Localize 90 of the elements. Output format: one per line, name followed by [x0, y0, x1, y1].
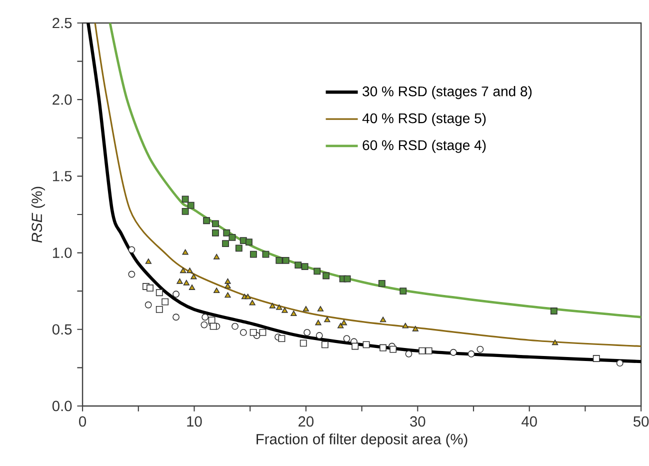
point: [282, 308, 288, 313]
point: [340, 320, 347, 326]
point: [380, 316, 386, 322]
point: [259, 328, 266, 336]
point: [186, 268, 193, 274]
point: [450, 348, 457, 356]
point: [262, 250, 270, 258]
point: [344, 275, 351, 282]
point: [338, 322, 344, 328]
point: [145, 258, 152, 264]
point: [468, 350, 475, 358]
point: [162, 298, 169, 306]
point: [300, 340, 307, 347]
point: [400, 288, 407, 295]
point: [224, 278, 231, 284]
point: [224, 283, 231, 288]
point: [212, 229, 219, 236]
point: [183, 280, 190, 286]
point: [250, 250, 257, 258]
point: [190, 274, 197, 280]
x-tick-label: 40: [522, 416, 537, 427]
point: [322, 272, 330, 280]
point: [362, 341, 370, 348]
point: [187, 202, 194, 209]
point: [176, 278, 183, 284]
point: [302, 306, 310, 312]
y-tick-label: 2.0: [52, 94, 72, 105]
point: [352, 342, 359, 350]
point: [550, 308, 558, 314]
x-axis-title: Fraction of filter deposit area (%): [256, 434, 468, 448]
x-tick-label: 50: [633, 416, 649, 427]
x-tick-label: 20: [298, 416, 314, 427]
point: [592, 355, 600, 362]
point: [402, 322, 408, 328]
point: [214, 254, 220, 260]
y-tick-label: 1.5: [52, 171, 72, 182]
point: [180, 268, 186, 274]
point: [552, 340, 558, 346]
point: [425, 347, 432, 354]
point: [246, 238, 252, 246]
point: [276, 304, 282, 310]
point: [282, 256, 290, 264]
legend-label: 60 % RSD (stage 4): [362, 140, 486, 153]
point: [244, 294, 251, 300]
point: [412, 326, 418, 332]
point: [301, 263, 308, 270]
point: [315, 320, 322, 326]
point: [321, 341, 328, 348]
y-tick-label: 2.5: [52, 18, 72, 28]
x-tick-label: 10: [187, 416, 202, 427]
point: [222, 240, 229, 248]
point: [324, 316, 330, 322]
point: [182, 249, 188, 255]
point: [314, 268, 321, 275]
legend-label: 40 % RSD (stage 5): [362, 112, 486, 126]
x-tick-label: 0: [79, 416, 86, 427]
point: [249, 300, 256, 306]
point: [276, 256, 283, 264]
point: [210, 322, 217, 330]
point: [380, 344, 386, 352]
point: [212, 220, 219, 228]
point: [214, 288, 220, 294]
x-tick-label: 30: [410, 416, 426, 427]
y-axis-title: RSE (%): [31, 186, 45, 243]
point: [235, 244, 242, 252]
point: [156, 289, 163, 296]
point: [378, 280, 386, 287]
point: [182, 208, 189, 215]
point: [616, 360, 624, 367]
point: [278, 335, 286, 342]
point: [290, 310, 297, 316]
y-tick-label: 0.5: [52, 324, 72, 335]
point: [224, 292, 231, 298]
y-tick-label: 1.0: [52, 248, 72, 258]
point: [128, 246, 136, 254]
point: [223, 229, 230, 236]
point: [294, 262, 302, 269]
point: [228, 234, 236, 241]
y-tick-label: 0.0: [52, 400, 72, 412]
point: [317, 306, 324, 312]
legend-label: 30 % RSD (stages 7 and 8): [362, 86, 532, 100]
point: [208, 316, 216, 324]
point: [188, 284, 196, 290]
point: [269, 302, 276, 308]
point: [418, 347, 426, 354]
point: [203, 217, 210, 224]
point: [182, 196, 189, 203]
point: [390, 346, 397, 353]
point: [250, 328, 257, 336]
point: [146, 284, 154, 292]
